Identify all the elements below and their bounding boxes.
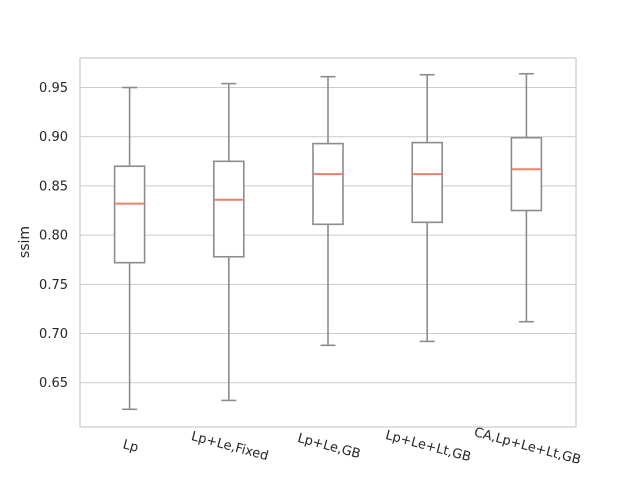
y-tick-label: 0.70 [39,327,68,342]
y-axis-label: ssim [17,226,33,258]
y-tick-label: 0.85 [39,179,68,194]
y-tick-label: 0.80 [39,229,68,244]
x-tick-label: Lp+Le,GB [296,431,362,462]
x-tick-label: CA,Lp+Le+Lt,GB [472,425,582,468]
boxes [113,72,543,411]
iqr-box [113,165,146,264]
box-5 [510,72,543,323]
iqr-box [213,160,245,258]
x-tick-label: Lp [121,437,140,456]
y-tick-label: 0.90 [39,130,68,145]
y-tick-labels: 0.65 0.70 0.75 0.80 0.85 0.90 0.95 [39,81,68,391]
y-tick-label: 0.95 [39,81,68,96]
box-2 [213,82,245,402]
box-3 [312,75,344,347]
iqr-box [510,136,543,212]
box-4 [411,73,444,343]
y-tick-label: 0.75 [39,278,68,293]
box-1 [113,86,146,411]
x-tick-label: Lp+Le+Lt,GB [384,428,473,465]
x-tick-label: Lp+Le,Fixed [190,429,270,464]
iqr-box [411,141,444,224]
y-tick-label: 0.65 [39,376,68,391]
plot-frame [79,57,577,428]
x-tick-labels: Lp Lp+Le,Fixed Lp+Le,GB Lp+Le+Lt,GB CA,Lp+Le… [121,425,582,468]
iqr-box [312,142,344,226]
